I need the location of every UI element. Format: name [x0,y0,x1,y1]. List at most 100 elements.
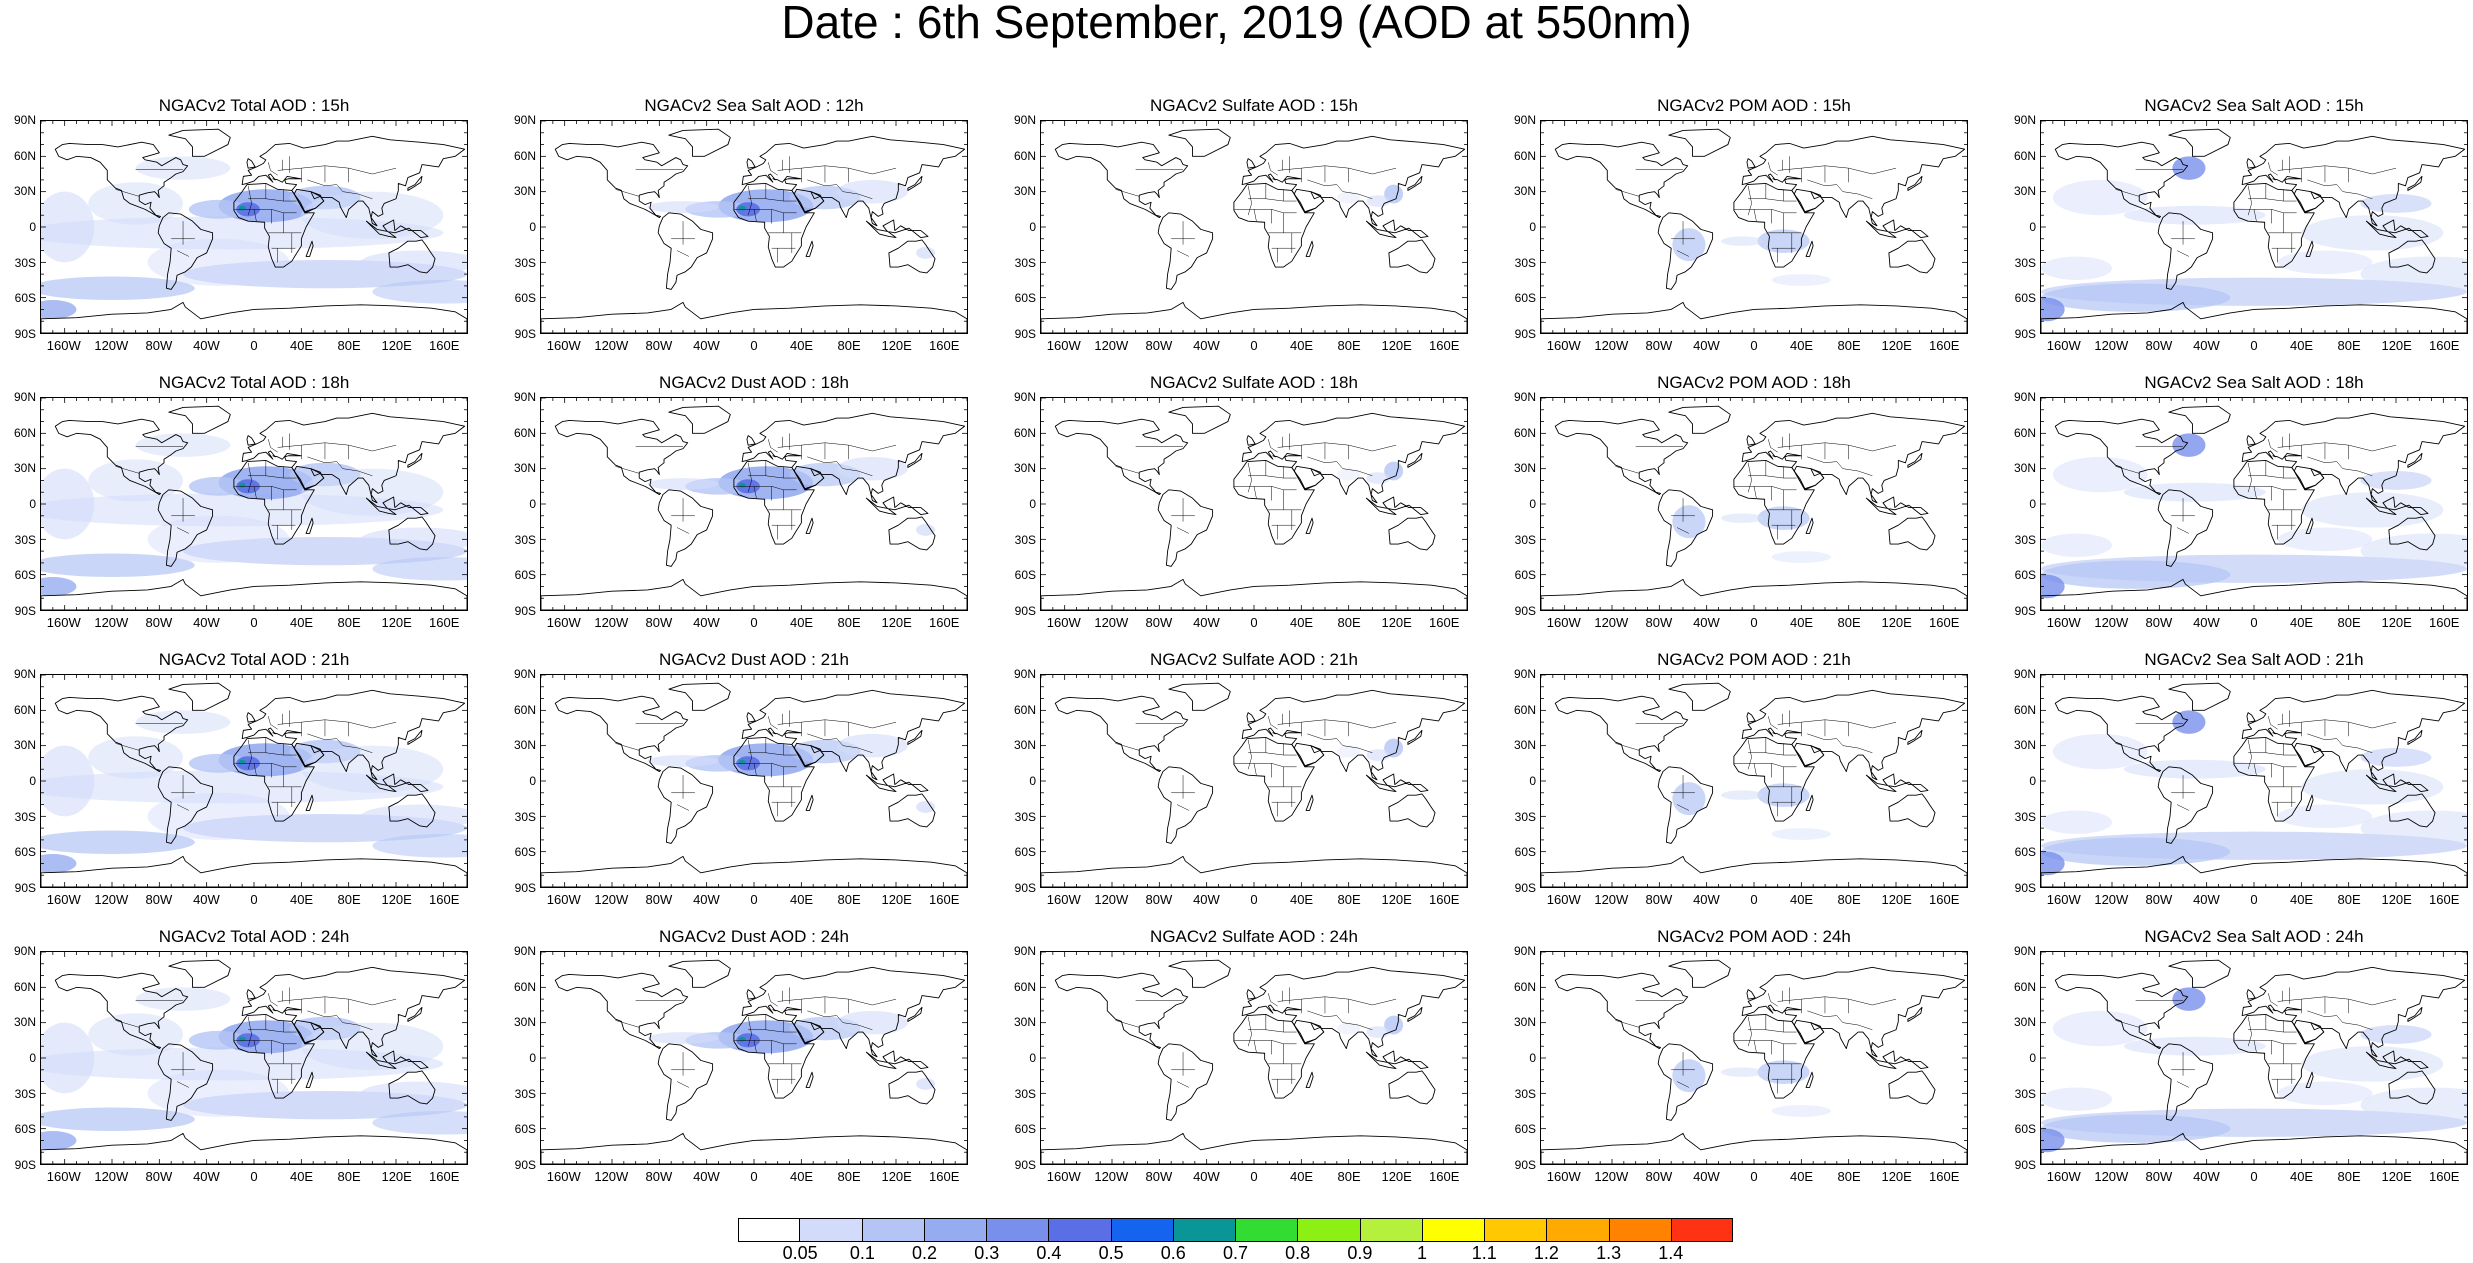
coastline-greenland [668,959,731,988]
lon-label: 80E [2337,338,2361,353]
aod-blob [647,1032,719,1044]
country-border [807,456,873,477]
aod-blob [1336,191,1361,204]
country-border [2115,743,2140,751]
lon-label: 40W [693,892,720,907]
lon-label: 80E [1337,615,1361,630]
map-panel: NGACv2 Total AOD : 24h 90N 60N 30N 0 30S 60S 90… [2,927,478,1187]
colorbar-swatch [1422,1218,1485,1242]
coastline-eurasia [741,412,966,504]
coastline-antarctica [1041,855,1467,887]
coastline-uk [1746,989,1756,1000]
lon-label: 40E [289,1169,314,1184]
world-map [2041,952,2467,1164]
map-panel: NGACv2 Sea Salt AOD : 18h 90N 60N 30N 0 30S 60… [2002,373,2473,633]
lat-label: 90S [1014,327,1036,341]
lon-label: 0 [750,338,758,353]
country-border [2253,209,2257,222]
aod-blob [372,1111,467,1135]
lon-label: 80E [837,615,861,630]
lon-label: 80E [1837,1169,1861,1184]
coastline-japan [1907,729,1923,745]
coastline-madagascar [1805,240,1814,257]
lat-label: 60S [2014,845,2036,860]
coastline-arabia-link [1293,742,1325,768]
lon-label: 160E [2429,338,2460,353]
country-border [1733,763,1797,768]
map-panel: NGACv2 Total AOD : 18h 90N 60N 30N 0 30S 60S 90… [2,373,478,633]
lat-label: 90N [2013,944,2036,958]
lat-label: 90S [514,604,536,618]
country-border [267,162,278,176]
lon-label: 40E [1289,615,1314,630]
aod-blob [238,205,246,211]
country-border [1777,165,1897,175]
world-map [1541,398,1967,610]
coastline-indonesia [1865,1050,1929,1070]
aod-blob [147,238,290,286]
aod-blob [135,710,231,734]
country-border [748,475,797,479]
colorbar-label: 0.05 [782,1243,818,1263]
lon-label: 120E [1381,1169,1412,1184]
coastline-madagascar [305,794,314,811]
lat-label: 90N [513,390,536,404]
country-border [747,739,752,770]
map-frame [540,674,968,888]
lon-label: 120W [1094,338,1129,353]
lon-label: 120W [94,338,129,353]
coastline-australia [888,239,936,274]
lat-label: 30S [14,809,36,824]
lat-label: 90S [514,327,536,341]
lon-label: 80W [645,1169,673,1184]
country-border [1176,527,1190,534]
lat-label: 90S [14,327,36,341]
coastline-antarctica [541,1132,967,1164]
coastline-indonesia [365,1050,429,1070]
coastline-eurasia [741,689,966,781]
lat-label: 30S [1514,255,1536,270]
coastline-japan [907,729,923,745]
colorbar-label: 0.2 [912,1243,938,1263]
coastline-japan [1407,729,1423,745]
coastline-africa [2233,736,2315,822]
lat-label: 30S [2014,532,2036,547]
country-border [1253,209,1257,222]
lat-label: 30N [1513,1015,1536,1030]
coastline-indonesia [865,1050,929,1070]
lat-label: 30S [2014,255,2036,270]
lat-label: 30N [513,738,536,753]
country-border [233,763,297,768]
coastline-madagascar [305,517,314,534]
country-border [767,162,778,176]
lon-label: 160W [1546,338,1581,353]
country-border [307,1010,373,1031]
coastline-greenland [168,959,231,988]
coastline-eurasia [1741,135,1966,227]
country-border [2248,752,2297,756]
country-border [1807,733,1873,754]
lat-label: 90S [1514,881,1536,895]
coastline-indonesia [365,496,429,516]
country-border [307,179,373,200]
lat-label: 90S [2014,327,2036,341]
lon-label: 160E [2429,1169,2460,1184]
coastline-north-america [1554,695,1689,773]
aod-blob [2052,733,2148,770]
lat-label: 60S [514,568,536,583]
aod-field [1336,738,1404,761]
panel-title: NGACv2 Sulfate AOD : 15h [1150,96,1358,115]
map-frame [1540,951,1968,1165]
lon-label: 160E [1429,1169,1460,1184]
colorbar-swatch [862,1218,925,1242]
coastline-greenland [1168,682,1231,711]
lat-label: 0 [529,497,536,511]
country-border [1277,442,1397,452]
lon-label: 120E [381,615,412,630]
world-map [541,398,967,610]
lat-label: 90N [2013,667,2036,681]
coastline-north-america [1054,141,1189,219]
coastline-north-america [1054,695,1189,773]
lat-label: 30S [514,255,536,270]
country-border [115,189,140,197]
